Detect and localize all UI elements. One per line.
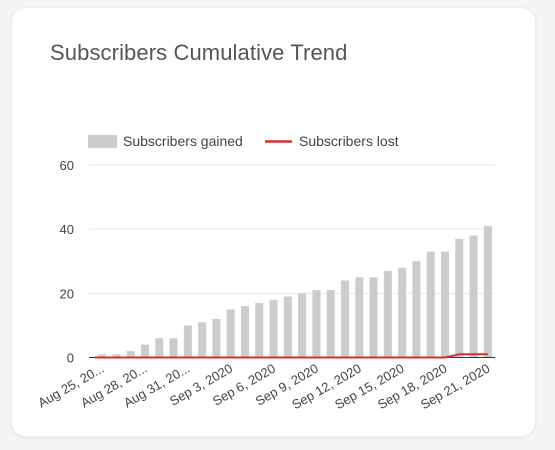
- bar-subscribers-gained: [126, 351, 135, 358]
- chart-card: Subscribers Cumulative Trend: [12, 8, 535, 436]
- bar-subscribers-gained: [426, 251, 435, 358]
- bar-subscribers-gained: [183, 325, 192, 358]
- bar-subscribers-gained: [241, 306, 249, 358]
- bar-subscribers-gained: [483, 225, 492, 358]
- bar-subscribers-gained: [455, 238, 464, 358]
- bar-subscribers-gained: [412, 261, 421, 358]
- bar-subscribers-gained: [98, 354, 107, 358]
- bar-subscribers-gained: [298, 293, 307, 358]
- bar-subscribers-gained: [212, 319, 221, 358]
- bar-subscribers-gained: [255, 302, 264, 358]
- bar-subscribers-gained: [112, 354, 121, 358]
- legend-label-gained: Subscribers gained: [123, 133, 243, 149]
- line-subscribers-lost: [95, 353, 488, 359]
- bar-subscribers-gained: [198, 322, 207, 358]
- y-tick-label: 40: [60, 222, 74, 237]
- chart-title: Subscribers Cumulative Trend: [50, 40, 348, 65]
- bar-subscribers-gained: [441, 251, 449, 358]
- bar-subscribers-gained: [269, 299, 278, 358]
- legend-swatch-gained: [88, 135, 117, 148]
- bar-subscribers-gained: [369, 277, 378, 358]
- bar-subscribers-gained: [141, 344, 149, 358]
- bar-subscribers-gained: [383, 270, 392, 358]
- y-tick-label: 0: [67, 351, 74, 366]
- bar-subscribers-gained: [169, 338, 178, 358]
- bar-subscribers-gained: [312, 290, 321, 358]
- bar-subscribers-gained: [155, 338, 164, 358]
- bar-subscribers-gained: [398, 267, 407, 358]
- y-tick-label: 20: [60, 286, 74, 301]
- y-tick-label: 60: [60, 158, 74, 173]
- bar-subscribers-gained: [469, 235, 478, 358]
- bar-subscribers-gained: [226, 309, 235, 358]
- bar-subscribers-gained: [326, 290, 335, 358]
- bar-subscribers-gained: [341, 280, 349, 358]
- bar-subscribers-gained: [283, 296, 292, 358]
- legend-label-lost: Subscribers lost: [299, 133, 399, 149]
- bar-subscribers-gained: [355, 277, 364, 358]
